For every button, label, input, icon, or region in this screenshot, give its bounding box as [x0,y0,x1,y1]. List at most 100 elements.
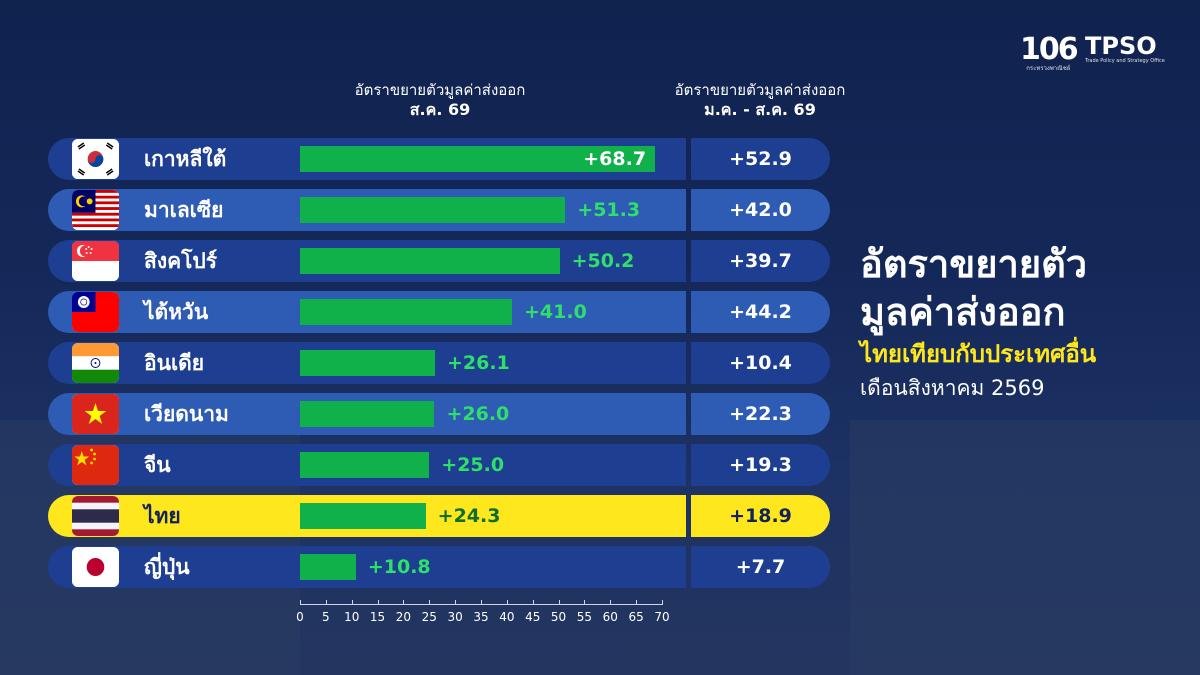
value-label: +41.0 [524,301,587,323]
row-monthly-cell: สิงคโปร์ +50.2 [48,240,686,282]
x-tick [584,600,586,605]
country-label: ไต้หวัน [144,300,209,324]
chart-row: ไต้หวัน +41.0 +44.2 [48,291,830,333]
x-tick-label: 60 [602,610,618,624]
title-line-1: อัตราขยายตัว [860,242,1088,286]
x-tick [610,600,612,605]
x-tick [506,600,508,605]
china-flag [72,445,119,485]
x-tick [377,600,379,605]
row-ytd-cell: +44.2 [691,291,830,333]
ytd-value-label: +42.0 [729,199,792,221]
title-line-2: มูลค่าส่งออก [860,290,1066,334]
x-tick [662,600,663,605]
x-tick [325,600,327,605]
row-monthly-cell: มาเลเซีย +51.3 [48,189,686,231]
x-tick [300,600,301,605]
x-tick [558,600,560,605]
ytd-value-label: +19.3 [729,454,792,476]
x-tick-label: 70 [654,610,670,624]
row-monthly-cell: ญี่ปุ่น +10.8 [48,546,686,588]
value-bar [300,248,560,274]
ytd-value-label: +39.7 [729,250,792,272]
title-line-4: เดือนสิงหาคม 2569 [860,376,1045,400]
x-tick [351,600,353,605]
singapore-flag [72,241,119,281]
value-bar [300,554,356,580]
row-ytd-cell: +52.9 [691,138,830,180]
value-label: +26.0 [446,403,510,425]
x-tick-label: 55 [576,610,593,624]
row-monthly-cell: เวียดนาม +26.0 [48,393,686,435]
x-tick [481,600,482,605]
ytd-value-label: +10.4 [729,352,792,374]
x-tick-label: 15 [369,610,386,624]
ytd-column-header: อัตราขยายตัวมูลค่าส่งออก ม.ค. - ส.ค. 69 [674,81,846,119]
country-label: สิงคโปร์ [144,249,218,273]
row-monthly-cell: ไต้หวัน +41.0 [48,291,686,333]
chart-row: ไทย +24.3 +18.9 [48,495,830,537]
x-tick [636,600,638,605]
country-label: เกาหลีใต้ [144,147,227,171]
background-containers-right [850,420,1200,675]
ytd-value-label: +18.9 [729,505,792,527]
ytd-value-label: +44.2 [729,301,792,323]
country-label: ญี่ปุ่น [144,555,190,579]
south-korea-flag [72,139,119,179]
x-tick-label: 35 [473,610,489,624]
x-tick [429,600,431,605]
x-tick-label: 50 [550,610,567,624]
malaysia-flag [72,190,119,230]
x-tick-label: 0 [296,610,304,624]
row-monthly-cell: เกาหลีใต้ +68.7 [48,138,686,180]
chart-row: สิงคโปร์ +50.2 +39.7 [48,240,830,282]
monthly-column-header: อัตราขยายตัวมูลค่าส่งออก ส.ค. 69 [354,81,526,119]
value-bar [300,401,435,427]
x-tick-label: 45 [525,610,541,624]
value-label: +26.1 [446,352,510,374]
row-monthly-cell: ไทย +24.3 [48,495,686,537]
vietnam-flag [72,394,119,434]
country-label: อินเดีย [144,351,205,375]
row-ytd-cell: +22.3 [691,393,830,435]
x-tick-label: 65 [628,610,644,624]
thailand-flag [72,496,119,536]
x-tick-label: 25 [421,610,437,624]
x-tick [532,600,534,605]
x-tick-label: 5 [322,610,330,624]
india-flag [72,343,119,383]
chart-row: มาเลเซีย +51.3 +42.0 [48,189,830,231]
value-label: +51.3 [577,199,641,221]
chart-row: จีน +25.0 +19.3 [48,444,830,486]
japan-flag [72,547,119,587]
tpso-logo: TPSO Trade Policy and Strategy Office [1085,32,1165,64]
x-tick [403,600,405,605]
value-bar [300,146,656,172]
value-bar [300,299,513,325]
row-ytd-cell: +18.9 [691,495,830,537]
x-tick-label: 10 [344,610,360,624]
ytd-value-label: +22.3 [729,403,792,425]
title-line-3: ไทยเทียบกับประเทศอื่น [860,340,1097,368]
row-ytd-cell: +10.4 [691,342,830,384]
value-label: +24.3 [437,505,501,527]
chart-row: อินเดีย +26.1 +10.4 [48,342,830,384]
chart-row: ญี่ปุ่น +10.8 +7.7 [48,546,830,588]
row-ytd-cell: +39.7 [691,240,830,282]
country-label: ไทย [144,504,181,528]
ytd-value-label: +7.7 [735,556,786,578]
chart-row: เกาหลีใต้ +68.7 +52.9 [48,138,830,180]
chart-row: เวียดนาม +26.0 +22.3 [48,393,830,435]
anniversary-logo: 106 กระทรวงพาณิชย์ [1020,32,1079,72]
value-bar [300,503,426,529]
value-label: +50.2 [571,250,635,272]
row-ytd-cell: +7.7 [691,546,830,588]
country-label: เวียดนาม [144,402,229,426]
taiwan-flag [72,292,119,332]
x-tick-label: 40 [499,610,515,624]
country-label: มาเลเซีย [144,198,224,222]
value-label: +25.0 [441,454,505,476]
country-label: จีน [144,453,171,477]
row-monthly-cell: จีน +25.0 [48,444,686,486]
